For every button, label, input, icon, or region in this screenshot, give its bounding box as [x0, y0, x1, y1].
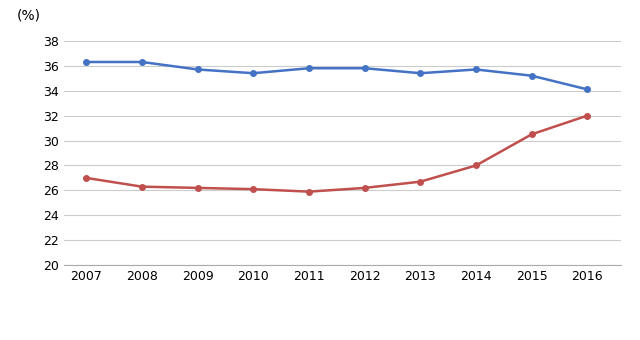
- Strategic shareholders: [417, 71, 424, 75]
- Institutional investors: [83, 176, 90, 180]
- Strategic shareholders: [528, 74, 536, 78]
- Strategic shareholders: [305, 66, 313, 70]
- Institutional investors: [361, 186, 369, 190]
- Strategic shareholders: [584, 87, 591, 91]
- Institutional investors: [305, 190, 313, 194]
- Institutional investors: [528, 132, 536, 136]
- Strategic shareholders: [361, 66, 369, 70]
- Line: Strategic shareholders: Strategic shareholders: [83, 59, 590, 92]
- Institutional investors: [250, 187, 257, 191]
- Institutional investors: [138, 185, 146, 189]
- Line: Institutional investors: Institutional investors: [83, 113, 590, 194]
- Legend: Strategic shareholders, Institutional investors: Strategic shareholders, Institutional in…: [158, 339, 527, 340]
- Institutional investors: [584, 114, 591, 118]
- Strategic shareholders: [472, 67, 480, 71]
- Institutional investors: [472, 164, 480, 168]
- Strategic shareholders: [194, 67, 202, 71]
- Strategic shareholders: [250, 71, 257, 75]
- Institutional investors: [417, 180, 424, 184]
- Strategic shareholders: [138, 60, 146, 64]
- Text: (%): (%): [17, 9, 41, 23]
- Institutional investors: [194, 186, 202, 190]
- Strategic shareholders: [83, 60, 90, 64]
